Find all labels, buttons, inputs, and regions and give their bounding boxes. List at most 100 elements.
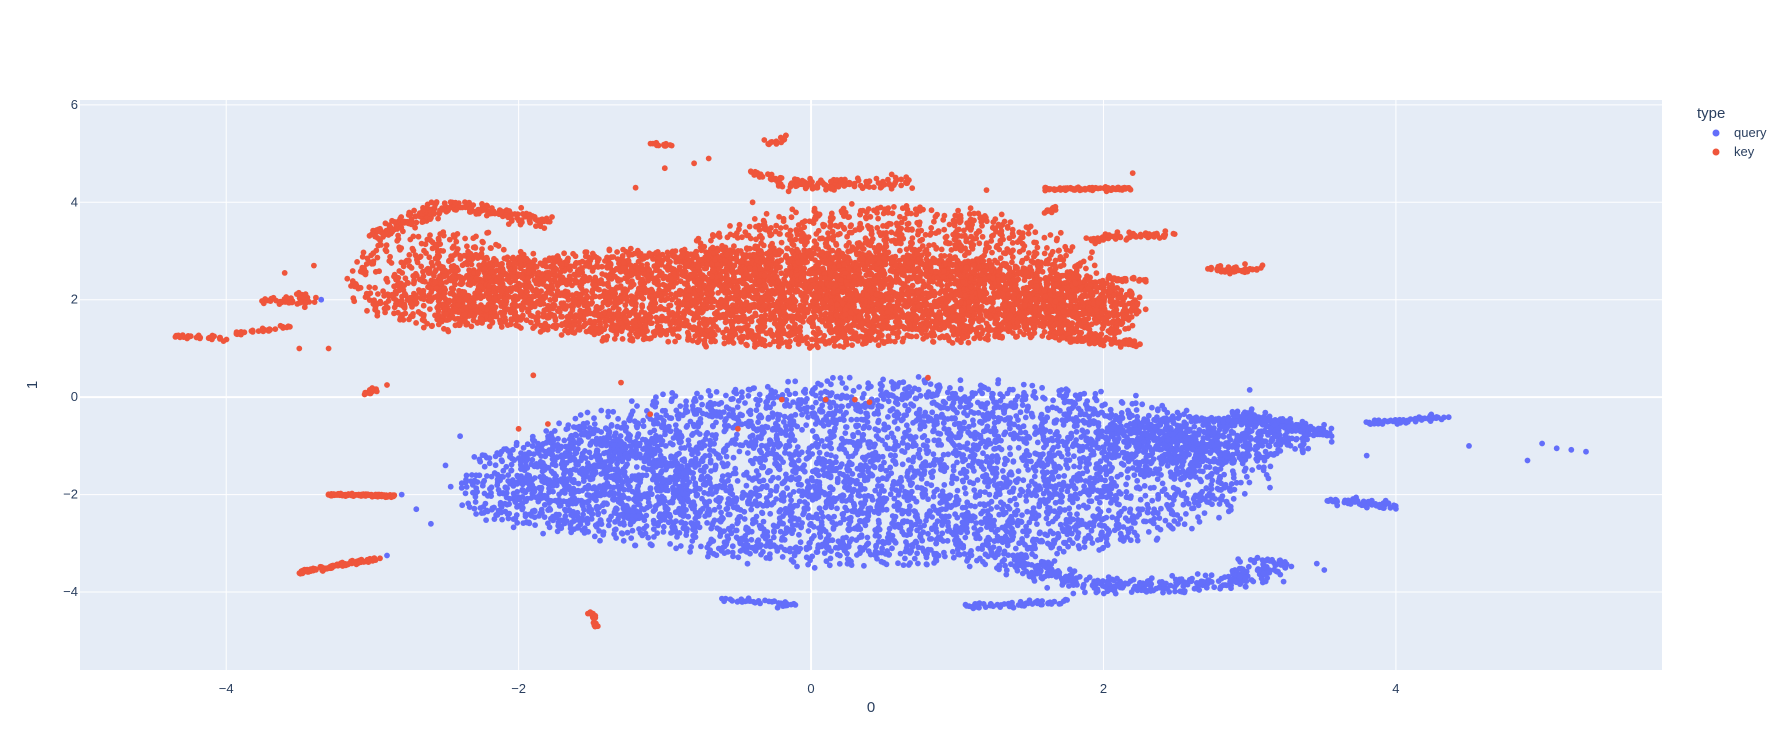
point-query [982,489,988,495]
point-query [692,529,698,535]
point-query [799,427,805,433]
point-query [472,478,478,484]
point-query [603,425,609,431]
point-query [526,520,532,526]
point-query [688,544,694,550]
point-query [1077,456,1083,462]
point-query [628,412,634,418]
point-query [768,478,774,484]
point-query [767,554,773,560]
point-query [892,419,898,425]
point-query [848,493,854,499]
point-query [876,436,882,442]
point-query [853,423,859,429]
point-query [593,497,599,503]
point-query [1001,501,1007,507]
point-query [1084,429,1090,435]
point-query [708,526,714,532]
point-query [1030,393,1036,399]
point-query [806,483,812,489]
point-query [510,447,516,453]
point-query [846,403,852,409]
point-query [716,527,722,533]
point-query [905,445,911,451]
point-query [737,442,743,448]
point-query [1069,399,1075,405]
point-query [805,506,811,512]
point-query [704,412,710,418]
point-query [920,434,926,440]
point-query [537,474,543,480]
point-query [656,497,662,503]
point-query [728,484,734,490]
point-query [764,495,770,501]
point-query [620,495,626,501]
point-query [1056,474,1062,480]
point-query [681,524,687,530]
point-query [970,393,976,399]
point-query [564,460,570,466]
point-query [520,505,526,511]
point-query [630,517,636,523]
point-query [540,469,546,475]
point-query [487,460,493,466]
point-query [532,475,538,481]
point-query [782,450,788,456]
point-query [1140,506,1146,512]
point-query [875,457,881,463]
point-query [816,455,822,461]
point-query [1160,481,1166,487]
point-query [578,412,584,418]
point-query [875,477,881,483]
point-query [599,521,605,527]
point-query [1062,507,1068,513]
point-query [947,385,953,391]
point-query [677,403,683,409]
point-query [571,424,577,430]
point-query [1103,515,1109,521]
point-query [1092,407,1098,413]
point-query [1087,498,1093,504]
point-query [1065,544,1071,550]
point-query [713,451,719,457]
point-query [592,534,598,540]
point-query [830,375,836,381]
point-query [683,406,689,412]
point-query [895,426,901,432]
point-query [970,481,976,487]
point-query [754,468,760,474]
point-query [1050,438,1056,444]
point-query [1151,506,1157,512]
point-query [1197,519,1203,525]
point-query [810,428,816,434]
point-query [844,466,850,472]
point-query [1052,469,1058,475]
point-query [651,441,657,447]
point-query [910,459,916,465]
point-query [660,391,666,397]
point-query [865,541,871,547]
point-query [1056,450,1062,456]
point-query [1095,506,1101,512]
point-query [661,529,667,535]
point-query [652,404,658,410]
point-query [985,424,991,430]
point-query [727,501,733,507]
point-query [961,410,967,416]
point-query [866,425,872,431]
point-query [929,409,935,415]
point-query [1198,492,1204,498]
point-query [1006,421,1012,427]
point-query [669,390,675,396]
point-query [673,468,679,474]
point-query [723,427,729,433]
point-query [728,396,734,402]
point-query [1071,453,1077,459]
point-query [1035,440,1041,446]
point-query [690,449,696,455]
point-query [556,420,562,426]
point-query [597,538,603,544]
point-query [1058,522,1064,528]
point-query [754,546,760,552]
point-query [538,487,544,493]
